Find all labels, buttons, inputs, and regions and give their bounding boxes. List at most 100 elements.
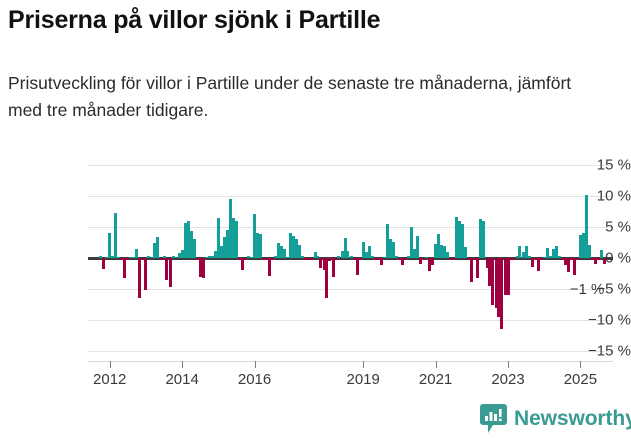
chart-bar [325,258,329,299]
y-axis-tick-label: 5 % [605,218,631,236]
chart-bar [337,256,341,258]
chart-bar [485,258,489,268]
chart-bar [599,249,603,258]
chart-bar [506,258,510,296]
chart-bar [274,256,278,258]
chart-bar [572,258,576,276]
chart-bar [250,256,254,258]
chart-bar [141,258,145,261]
y-axis-tick-label: 15 % [596,156,631,174]
last-value-annotation: −1 % [569,281,605,299]
chart-bar [328,258,332,262]
chart-bar [310,258,314,261]
gridline [88,320,613,321]
chart-bar [488,258,492,286]
chart-bar [427,258,431,272]
x-axis-tick-mark [182,361,184,368]
chart-bar [576,258,580,261]
chart-bar [210,256,214,258]
chart-bar [307,258,311,260]
chart-bar [277,242,281,258]
chart-bar [117,256,121,258]
chart-bar [168,258,172,287]
chart-bar [343,237,347,258]
chart-bar [431,258,435,266]
chart-bar [213,251,217,258]
chart-bar [153,242,157,258]
x-axis-tick-mark [109,361,111,368]
chart-bar [557,256,561,258]
chart-bar [228,199,232,258]
chart-bar [530,258,534,268]
gridline [88,351,613,352]
chart-bar [590,258,594,260]
chart-bar [436,234,440,258]
chart-bar [114,212,118,258]
chart-bar [391,241,395,258]
chart-bar [271,258,275,261]
chart-bar [479,218,483,258]
chart-bar [524,246,528,258]
chart-bar [186,220,190,258]
chart-bar [542,256,546,258]
chart-bar [539,258,543,260]
chart-bar [129,256,133,258]
chart-bar [554,245,558,258]
chart-bar [566,258,570,272]
chart-bar [219,245,223,258]
chart-bar [99,256,103,258]
chart-bar [195,258,199,260]
chart-bar [244,258,247,261]
chart-bar [189,231,193,258]
chart-bar [216,218,220,258]
chart-bar [449,258,453,260]
chart-bar [253,213,257,258]
chart-bar [533,258,537,260]
chart-bar [105,256,109,258]
gridline [88,227,613,228]
page-title: Priserna på villor sjönk i Partille [8,6,381,34]
chart-bar [183,223,187,258]
x-axis-tick-label: 2012 [93,371,127,388]
chart-bar [349,256,353,258]
newsworthy-logo[interactable]: Newsworthy [480,404,631,434]
chart-bar [135,248,139,258]
chart-bar [144,258,148,291]
chart-bar [388,239,392,258]
chart-bar [464,246,468,258]
chart-bar [397,258,401,260]
chart-bar [563,258,567,266]
chart-bar [177,253,181,258]
chart-bar [223,236,226,258]
chart-bar [548,256,552,258]
chart-bar [434,244,438,258]
chart-bar [346,251,350,258]
chart-bar [500,258,504,330]
chart-bar [334,258,338,260]
chart-bar [180,249,184,258]
chart-bar [587,244,591,258]
chart-bar [406,256,410,258]
chart-bar [503,258,507,296]
chart-bar [295,239,299,258]
chart-bar [280,245,284,258]
brand-name: Newsworthy [514,407,631,430]
chart-bar [509,258,513,261]
chart-bar [527,256,531,258]
chart-bar [319,258,323,268]
chart-bar [569,258,573,260]
chart-bar [355,258,359,276]
chart-bar [102,258,106,270]
chart-bar [385,223,389,258]
chart-bar [370,256,374,258]
chart-bar [268,258,272,276]
chart-bar [207,255,211,258]
chart-bar [241,258,245,270]
x-axis-tick-mark [254,361,256,368]
chart-bar [165,258,169,280]
chart-bar [132,256,136,258]
x-axis-tick-label: 2016 [237,371,272,388]
chart-bar [551,249,555,258]
